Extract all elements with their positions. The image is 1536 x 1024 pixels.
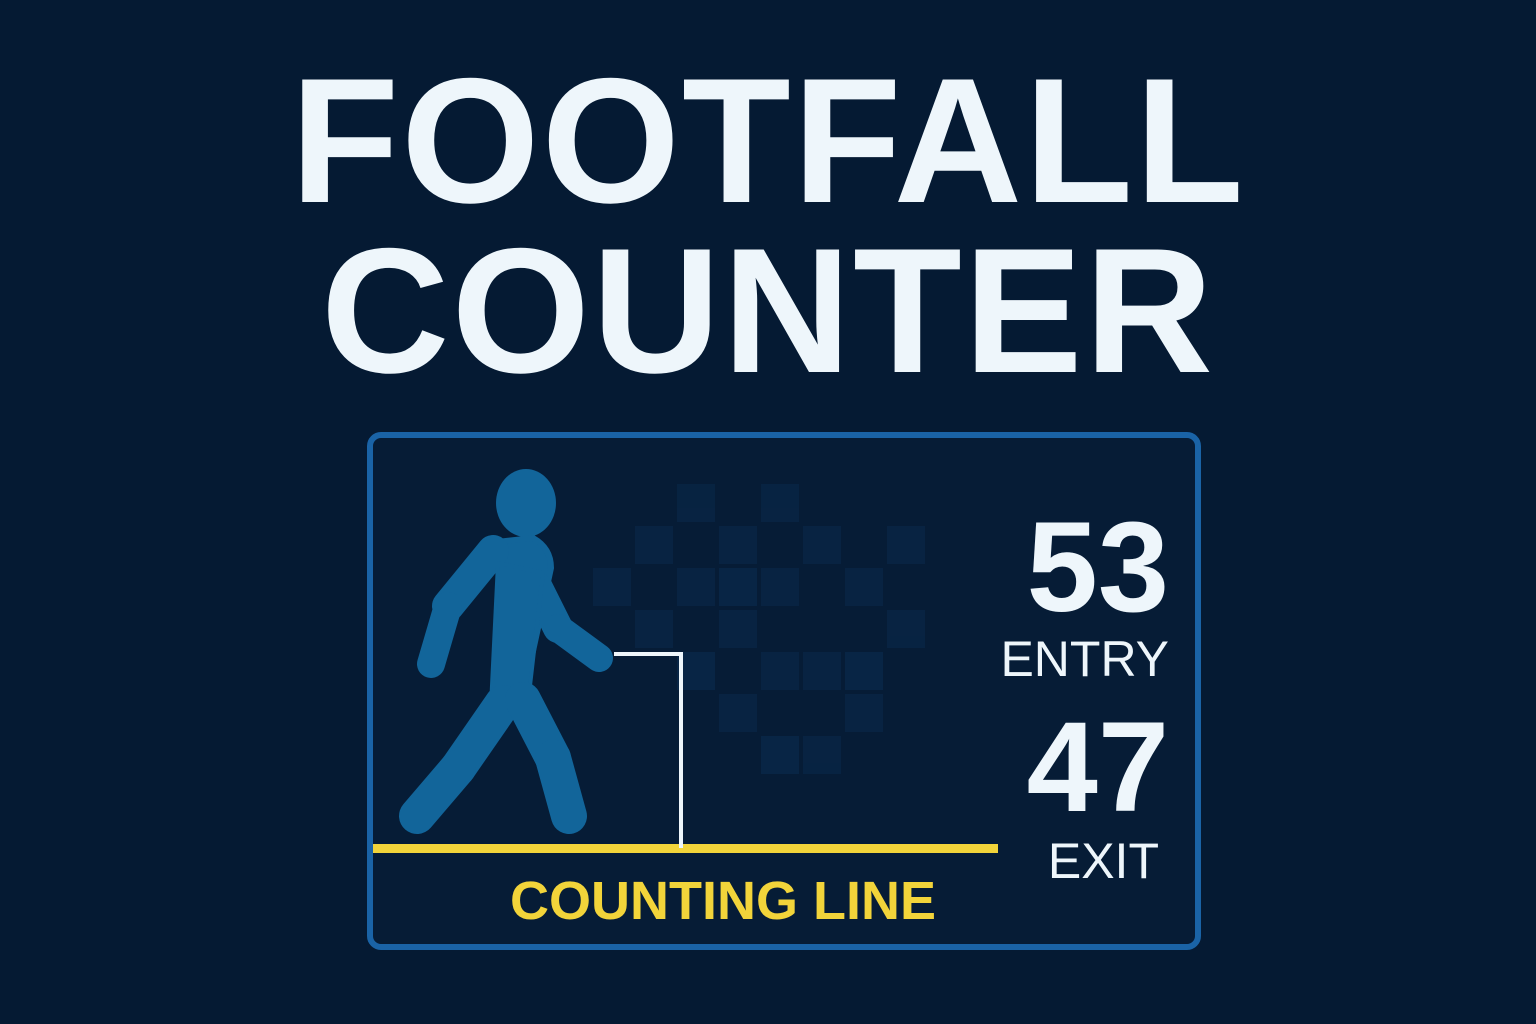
counter-panel: 53 ENTRY 47 EXIT COUNTING LINE: [367, 432, 1201, 950]
sensor-bracket: [614, 652, 683, 848]
counting-line: [373, 844, 998, 853]
title-line-2: COUNTER: [320, 211, 1216, 410]
walking-person-icon: [399, 469, 613, 834]
title-line-1: FOOTFALL: [290, 41, 1246, 240]
grid-background: [593, 484, 925, 774]
entry-count: 53: [1026, 496, 1169, 639]
exit-label: EXIT: [1047, 833, 1159, 889]
counting-line-label: COUNTING LINE: [510, 871, 936, 931]
person-scene: [373, 469, 998, 853]
exit-count: 47: [1026, 696, 1169, 839]
entry-label: ENTRY: [1000, 631, 1169, 687]
